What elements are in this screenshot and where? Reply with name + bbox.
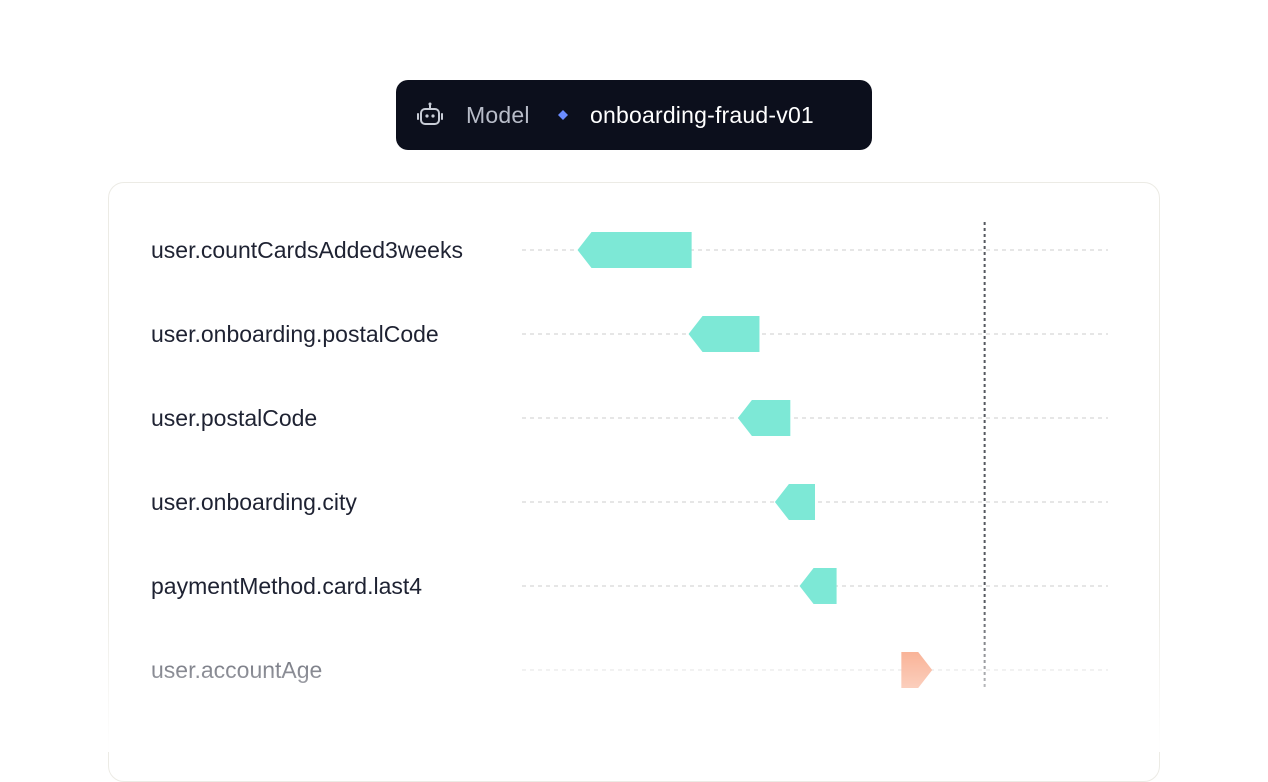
contribution-bar — [577, 232, 692, 268]
contribution-bar — [774, 484, 815, 520]
diamond-icon — [558, 110, 568, 120]
contribution-bar — [799, 568, 837, 604]
model-selector[interactable]: Model onboarding-fraud-v01 — [396, 80, 872, 150]
contribution-bar — [901, 652, 933, 688]
model-label: Model — [466, 102, 530, 128]
feature-label: user.onboarding.postalCode — [151, 321, 439, 347]
contribution-bar — [737, 400, 791, 436]
feature-label: paymentMethod.card.last4 — [151, 573, 423, 599]
contribution-bar — [688, 316, 760, 352]
feature-label: user.countCardsAdded3weeks — [151, 237, 463, 263]
feature-contribution-chart — [522, 222, 1108, 690]
robot-icon — [417, 102, 443, 125]
model-name: onboarding-fraud-v01 — [590, 102, 814, 128]
feature-label: user.onboarding.city — [151, 489, 357, 515]
feature-label: user.postalCode — [151, 405, 318, 431]
